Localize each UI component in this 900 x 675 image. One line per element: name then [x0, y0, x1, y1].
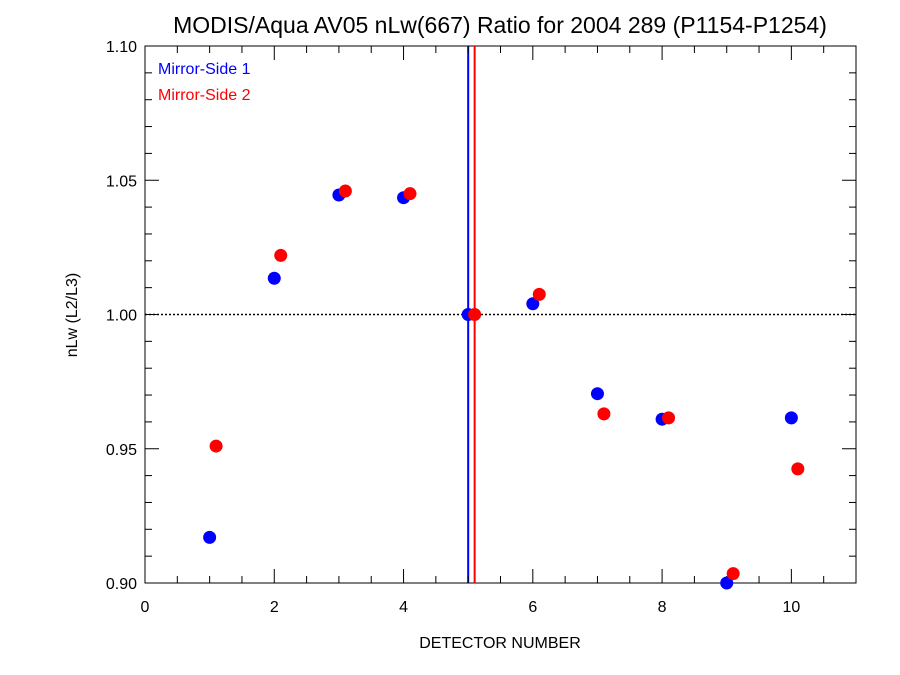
data-point-mirror-side-1 [590, 387, 604, 401]
y-tick-label: 0.90 [106, 576, 137, 593]
legend: Mirror-Side 1 Mirror-Side 2 [158, 61, 251, 104]
data-point-mirror-side-2 [468, 308, 482, 321]
plot-area [144, 45, 857, 590]
data-point-mirror-side-2 [338, 184, 352, 198]
data-point-mirror-side-1 [720, 576, 734, 590]
y-tick-label: 1.05 [106, 173, 137, 190]
chart-title: MODIS/Aqua AV05 nLw(667) Ratio for 2004 … [173, 12, 827, 38]
data-point-mirror-side-1 [203, 530, 217, 544]
data-point-mirror-side-2 [274, 248, 288, 262]
data-point-mirror-side-2 [209, 439, 223, 453]
y-tick-label: 1.10 [106, 39, 137, 56]
data-point-mirror-side-2 [532, 287, 546, 301]
axis-ticks [144, 45, 857, 584]
data-points [203, 184, 805, 590]
x-tick-label: 8 [658, 599, 667, 616]
data-point-mirror-side-2 [597, 407, 611, 421]
x-tick-label: 2 [270, 599, 279, 616]
legend-entry-mirror-side-1: Mirror-Side 1 [158, 61, 251, 78]
data-point-mirror-side-1 [526, 297, 540, 311]
x-tick-labels: 0 2 4 6 8 10 [141, 599, 801, 616]
x-tick-label: 6 [528, 599, 537, 616]
data-point-mirror-side-1 [267, 271, 281, 285]
x-tick-label: 0 [141, 599, 150, 616]
data-point-mirror-side-2 [791, 462, 805, 476]
x-axis-label: DETECTOR NUMBER [419, 635, 581, 652]
y-tick-label: 0.95 [106, 442, 137, 459]
legend-entry-mirror-side-2: Mirror-Side 2 [158, 87, 251, 104]
y-tick-labels: 0.90 0.95 1.00 1.05 1.10 [106, 39, 137, 593]
data-point-mirror-side-1 [784, 411, 798, 425]
y-axis-label: nLw (L2/L3) [64, 273, 81, 358]
x-tick-label: 10 [782, 599, 800, 616]
y-tick-label: 1.00 [106, 308, 137, 325]
data-point-mirror-side-2 [726, 567, 740, 581]
data-point-mirror-side-2 [662, 411, 676, 425]
x-tick-label: 4 [399, 599, 408, 616]
data-point-mirror-side-2 [403, 187, 417, 201]
